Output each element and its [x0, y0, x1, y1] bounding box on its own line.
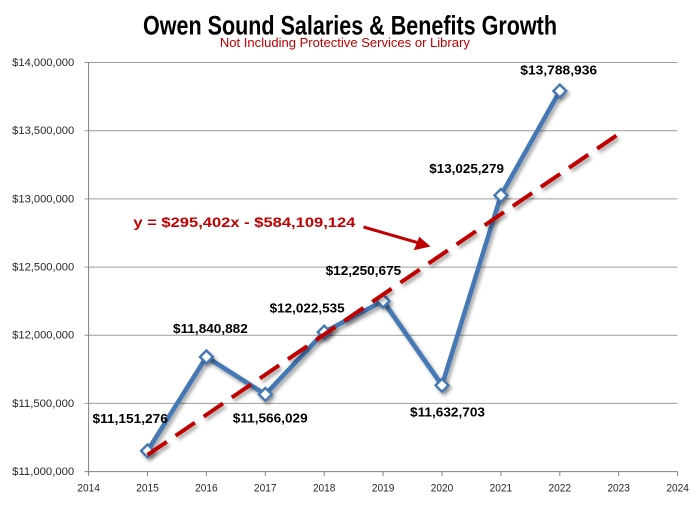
- svg-text:$13,000,000: $13,000,000: [12, 193, 74, 205]
- svg-text:2021: 2021: [490, 482, 513, 494]
- svg-text:2024: 2024: [666, 482, 689, 494]
- svg-text:$11,500,000: $11,500,000: [12, 398, 74, 410]
- svg-text:$11,632,703: $11,632,703: [410, 404, 485, 419]
- svg-text:2019: 2019: [372, 482, 395, 494]
- svg-text:$14,000,000: $14,000,000: [12, 57, 74, 69]
- svg-text:Not Including Protective Servi: Not Including Protective Services or Lib…: [220, 35, 470, 50]
- svg-text:$13,788,936: $13,788,936: [520, 63, 597, 78]
- svg-text:$12,500,000: $12,500,000: [12, 262, 74, 274]
- svg-text:2020: 2020: [431, 482, 454, 494]
- svg-text:2015: 2015: [136, 482, 159, 494]
- svg-text:y = $295,402x - $584,109,124: y = $295,402x - $584,109,124: [133, 214, 355, 230]
- svg-text:$13,025,279: $13,025,279: [429, 161, 504, 176]
- svg-text:2023: 2023: [607, 482, 630, 494]
- svg-text:$11,840,882: $11,840,882: [173, 321, 248, 336]
- svg-text:$11,566,029: $11,566,029: [233, 410, 308, 425]
- svg-text:$13,500,000: $13,500,000: [12, 125, 74, 137]
- svg-text:$11,000,000: $11,000,000: [12, 466, 74, 478]
- svg-text:2017: 2017: [254, 482, 277, 494]
- svg-text:2014: 2014: [77, 482, 100, 494]
- svg-text:$12,000,000: $12,000,000: [12, 330, 74, 342]
- svg-text:$12,250,675: $12,250,675: [326, 263, 402, 278]
- svg-text:$11,151,276: $11,151,276: [93, 411, 168, 426]
- svg-text:2022: 2022: [549, 482, 572, 494]
- svg-text:Owen Sound Salaries & Benefits: Owen Sound Salaries & Benefits Growth: [143, 10, 557, 40]
- svg-text:2018: 2018: [313, 482, 336, 494]
- svg-text:$12,022,535: $12,022,535: [270, 300, 345, 315]
- svg-text:2016: 2016: [195, 482, 218, 494]
